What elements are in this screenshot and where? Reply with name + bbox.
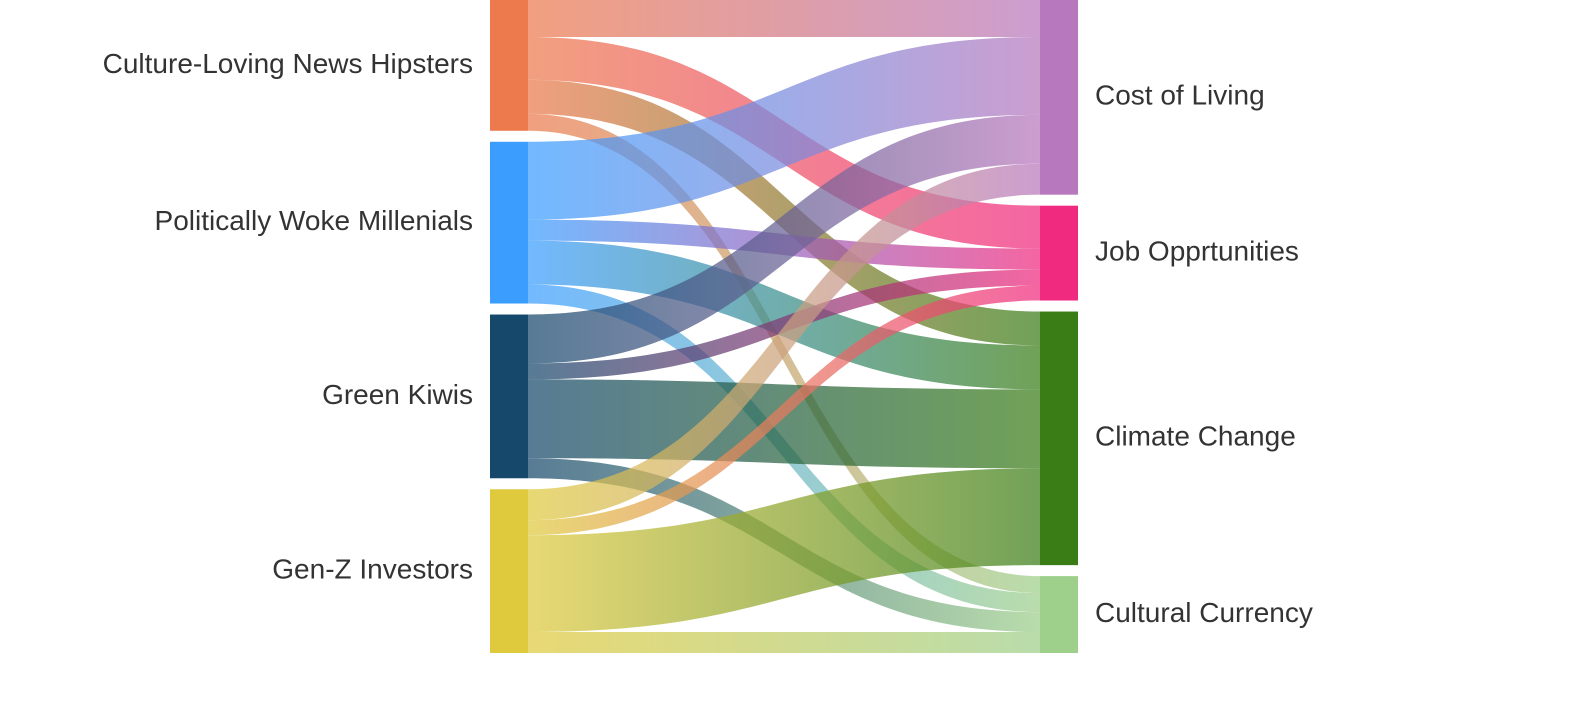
nodes: Culture-Loving News Hipsters Politically … xyxy=(103,0,1313,653)
node xyxy=(1040,205,1078,301)
link xyxy=(528,379,1040,469)
node xyxy=(490,0,528,131)
link xyxy=(528,269,1040,380)
link xyxy=(528,36,1040,220)
node-label: Gen-Z Investors xyxy=(272,554,473,585)
link xyxy=(528,79,1040,346)
link xyxy=(528,114,1040,364)
node xyxy=(490,489,528,653)
node xyxy=(1040,576,1078,653)
node-label: Politically Woke Millenials xyxy=(155,205,473,236)
node-label: Green Kiwis xyxy=(322,379,473,410)
node xyxy=(1040,311,1078,566)
node-label: Cost of Living xyxy=(1095,80,1265,111)
link xyxy=(528,285,1040,536)
node-label: Cultural Currency xyxy=(1095,597,1313,628)
link xyxy=(528,240,1040,390)
link xyxy=(528,468,1040,633)
node xyxy=(490,314,528,479)
link xyxy=(528,632,1040,653)
node-label: Job Opprtunities xyxy=(1095,236,1299,267)
node-label: Climate Change xyxy=(1095,421,1296,452)
link xyxy=(528,163,1040,521)
link xyxy=(528,0,1040,37)
links xyxy=(528,0,1040,653)
node xyxy=(490,141,528,304)
node-label: Culture-Loving News Hipsters xyxy=(103,48,473,79)
node xyxy=(1040,0,1078,195)
